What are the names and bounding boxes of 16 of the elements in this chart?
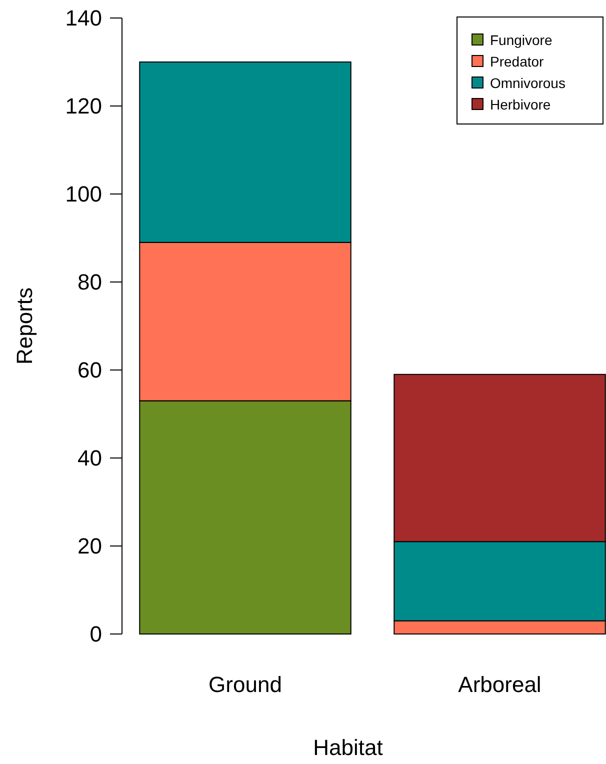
legend-label: Fungivore — [490, 32, 552, 48]
x-tick-label: Ground — [208, 672, 282, 697]
y-tick-label: 20 — [78, 534, 102, 559]
y-tick-label: 140 — [65, 6, 102, 31]
x-tick-label: Arboreal — [458, 672, 542, 697]
y-tick-label: 0 — [90, 622, 102, 647]
y-tick-label: 80 — [78, 270, 102, 295]
legend-label: Omnivorous — [490, 74, 566, 91]
y-tick-label: 100 — [65, 182, 102, 207]
y-tick-label: 40 — [78, 446, 102, 471]
y-axis-title: Reports — [12, 287, 37, 365]
x-axis-title: Habitat — [313, 735, 383, 760]
y-tick-label: 60 — [78, 358, 102, 383]
legend-label: Predator — [490, 53, 544, 70]
y-tick-label: 120 — [65, 94, 102, 119]
legend-label: Herbivore — [490, 96, 551, 112]
